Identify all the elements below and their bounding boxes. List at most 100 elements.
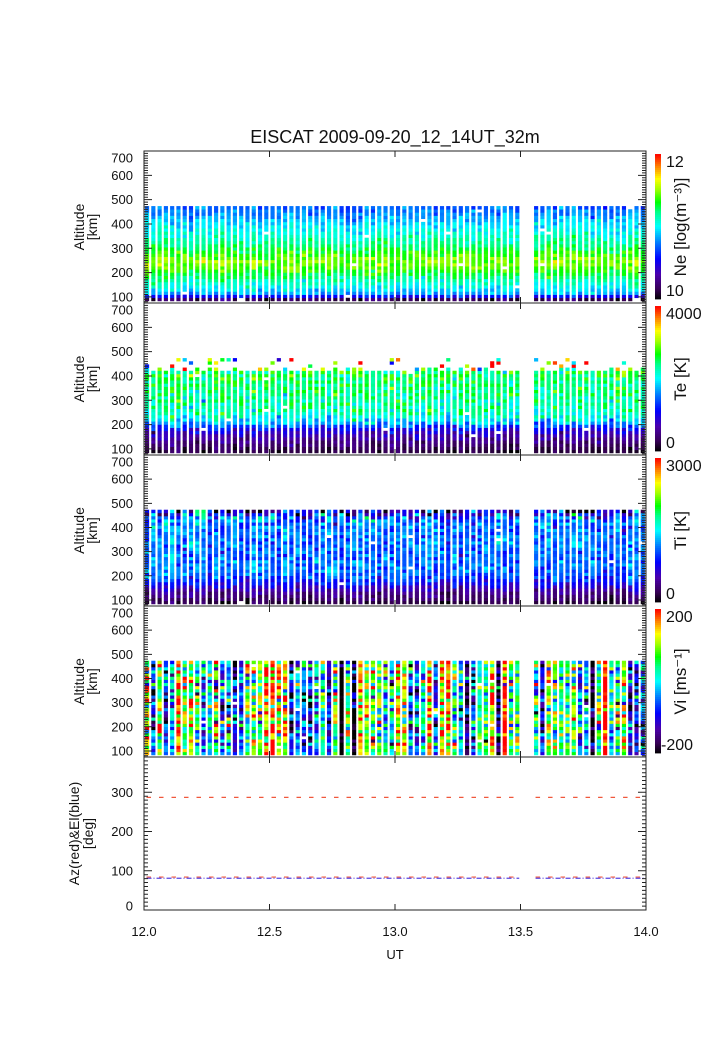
heatmap-cell [176, 294, 181, 299]
heatmap-cell [163, 389, 168, 394]
heatmap-cell [151, 522, 156, 526]
heatmap-cell [396, 272, 401, 276]
heatmap-cell [414, 446, 419, 451]
heatmap-cell [471, 291, 476, 295]
heatmap-cell [239, 443, 244, 447]
heatmap-cell [157, 578, 162, 583]
heatmap-cell [201, 294, 206, 299]
heatmap-cell [270, 209, 275, 213]
heatmap-cell [477, 215, 482, 220]
heatmap-cell [251, 380, 256, 384]
heatmap-cell [577, 386, 583, 390]
heatmap-cell [389, 361, 394, 365]
heatmap-cell [314, 240, 319, 245]
heatmap-cell [446, 234, 451, 238]
heatmap-cell [264, 250, 269, 254]
heatmap-cell [465, 212, 470, 216]
heatmap-cell [257, 373, 263, 378]
heatmap-cell [251, 377, 256, 381]
heatmap-cell [214, 430, 219, 435]
heatmap-cell [314, 262, 319, 267]
heatmap-cell [396, 247, 401, 251]
heatmap-cell [145, 228, 150, 232]
heatmap-cell [339, 253, 344, 257]
heatmap-cell [257, 215, 263, 220]
heatmap-cell [257, 237, 263, 242]
heatmap-cell [188, 392, 194, 397]
heatmap-cell [540, 449, 545, 454]
heatmap-cell [458, 383, 463, 387]
heatmap-cell [577, 212, 583, 216]
heatmap-cell [295, 414, 300, 419]
heatmap-cell [383, 433, 388, 438]
heatmap-cell [427, 212, 432, 216]
heatmap-cell [414, 288, 419, 292]
heatmap-cell [239, 421, 244, 425]
heatmap-cell [326, 297, 332, 302]
heatmap-cell [270, 228, 275, 232]
heatmap-cell [239, 430, 244, 435]
heatmap-cell [188, 275, 194, 280]
heatmap-cell [534, 373, 539, 378]
heatmap-cell [220, 370, 225, 375]
heatmap-cell [201, 221, 206, 226]
heatmap-cell [577, 240, 583, 245]
heatmap-cell [352, 449, 357, 454]
heatmap-cell [496, 361, 501, 365]
heatmap-cell [596, 402, 601, 406]
heatmap-cell [596, 272, 601, 276]
heatmap-cell [239, 411, 244, 416]
heatmap-cell [308, 237, 313, 242]
heatmap-cell [370, 446, 376, 451]
heatmap-cell [483, 443, 488, 447]
heatmap-cell [195, 427, 200, 432]
heatmap-cell [232, 225, 237, 229]
heatmap-cell [414, 373, 419, 378]
heatmap-cell [295, 386, 300, 390]
heatmap-cell [151, 285, 156, 289]
heatmap-cell [301, 424, 307, 428]
colorbar-swatch [655, 287, 661, 290]
heatmap-cell [370, 411, 376, 416]
heatmap-cell [534, 247, 539, 251]
heatmap-cell [151, 228, 156, 232]
heatmap-cell [320, 221, 325, 226]
heatmap-cell [477, 437, 482, 441]
heatmap-cell [628, 231, 633, 235]
heatmap-cell [276, 256, 281, 261]
heatmap-cell [214, 591, 219, 595]
heatmap-cell [389, 209, 394, 213]
heatmap-cell [483, 278, 488, 283]
heatmap-cell [546, 221, 551, 226]
heatmap-cell [245, 411, 250, 416]
heatmap-cell [389, 221, 394, 226]
heatmap-cell [383, 215, 388, 220]
heatmap-cell [207, 594, 212, 598]
heatmap-cell [232, 446, 237, 451]
heatmap-cell [220, 281, 225, 286]
heatmap-cell [151, 244, 156, 248]
heatmap-cell [621, 421, 627, 425]
heatmap-cell [477, 269, 482, 273]
heatmap-cell [615, 291, 620, 295]
heatmap-cell [433, 421, 438, 425]
heatmap-cell [559, 231, 564, 235]
heatmap-cell [301, 278, 307, 283]
heatmap-cell [188, 578, 194, 583]
heatmap-cell [446, 288, 451, 292]
heatmap-cell [339, 250, 344, 254]
heatmap-cell [565, 269, 570, 273]
heatmap-cell [389, 358, 394, 362]
heatmap-cell [163, 547, 168, 551]
heatmap-cell [559, 259, 564, 264]
heatmap-cell [483, 399, 488, 403]
heatmap-cell [314, 424, 319, 428]
heatmap-cell [603, 392, 608, 397]
heatmap-cell [345, 225, 350, 229]
heatmap-cell [257, 269, 263, 273]
heatmap-cell [314, 266, 319, 270]
heatmap-cell [364, 262, 369, 267]
heatmap-cell [577, 373, 583, 378]
heatmap-cell [214, 244, 219, 248]
heatmap-cell [377, 440, 382, 444]
